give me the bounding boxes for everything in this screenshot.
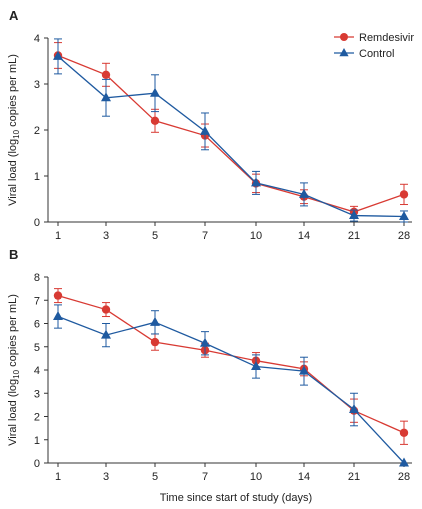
data-point bbox=[251, 177, 261, 187]
data-point bbox=[200, 125, 210, 135]
y-axis-title-part: Viral load (log bbox=[7, 379, 19, 446]
series-control bbox=[53, 304, 409, 467]
legend-marker bbox=[340, 33, 348, 41]
data-point bbox=[150, 316, 160, 326]
series-line bbox=[57, 315, 405, 464]
y-tick-label: 4 bbox=[34, 33, 40, 45]
data-point bbox=[53, 50, 63, 60]
y-tick-label: 4 bbox=[34, 365, 40, 377]
data-point bbox=[349, 404, 359, 414]
legend: Remdesivir Control bbox=[334, 32, 414, 60]
x-tick-label: 10 bbox=[250, 471, 262, 483]
legend-item: Control bbox=[334, 48, 394, 60]
y-axis-title-subscript: 10 bbox=[12, 369, 21, 378]
x-tick-label: 28 bbox=[398, 471, 410, 483]
y-tick-label: 0 bbox=[34, 217, 40, 229]
x-tick-label: 21 bbox=[348, 471, 360, 483]
x-axis-title: Time since start of study (days) bbox=[160, 492, 312, 504]
series-line bbox=[57, 54, 405, 213]
y-axis-title-part: copies per mL) bbox=[7, 54, 19, 130]
data-point bbox=[101, 92, 111, 102]
data-point bbox=[399, 210, 409, 220]
series-control bbox=[53, 38, 409, 223]
data-point bbox=[150, 337, 160, 347]
legend-item: Remdesivir bbox=[334, 32, 414, 44]
y-tick-label: 0 bbox=[34, 458, 40, 470]
x-tick-label: 14 bbox=[298, 230, 310, 242]
y-axis-title-part: copies per mL) bbox=[7, 294, 19, 370]
y-axis-title: Viral load (log10 copies per mL) bbox=[7, 294, 21, 446]
data-point bbox=[53, 311, 63, 321]
data-point bbox=[150, 87, 160, 97]
y-tick-label: 3 bbox=[34, 388, 40, 400]
x-tick-label: 1 bbox=[55, 230, 61, 242]
y-tick-label: 5 bbox=[34, 342, 40, 354]
x-tick-label: 28 bbox=[398, 230, 410, 242]
y-tick-label: 1 bbox=[34, 171, 40, 183]
series-remdesivir bbox=[53, 42, 409, 218]
y-tick-label: 2 bbox=[34, 125, 40, 137]
data-point bbox=[101, 305, 111, 314]
y-tick-label: 8 bbox=[34, 272, 40, 284]
x-tick-label: 3 bbox=[103, 230, 109, 242]
x-tick-label: 7 bbox=[202, 471, 208, 483]
data-point bbox=[299, 365, 309, 375]
x-tick-label: 1 bbox=[55, 471, 61, 483]
series-line bbox=[57, 55, 405, 218]
x-tick-label: 5 bbox=[152, 471, 158, 483]
data-point bbox=[399, 457, 409, 467]
data-point bbox=[349, 210, 359, 220]
x-tick-label: 10 bbox=[250, 230, 262, 242]
x-tick-label: 21 bbox=[348, 230, 360, 242]
panel-label: B bbox=[9, 247, 18, 262]
y-tick-label: 3 bbox=[34, 79, 40, 91]
y-axis-title-subscript: 10 bbox=[12, 129, 21, 138]
y-tick-label: 7 bbox=[34, 295, 40, 307]
y-tick-label: 2 bbox=[34, 412, 40, 424]
panel-b: B 0 1 2 3 4 5 6 7 8 1 3 5 7 10 14 21 28 Viral load (log10 … bbox=[7, 247, 412, 504]
y-tick-label: 1 bbox=[34, 435, 40, 447]
panel-label: A bbox=[9, 8, 19, 23]
data-point bbox=[399, 190, 409, 199]
series-remdesivir bbox=[53, 288, 409, 445]
data-point bbox=[299, 188, 309, 198]
data-point bbox=[101, 329, 111, 339]
y-tick-label: 6 bbox=[34, 319, 40, 331]
data-point bbox=[101, 70, 111, 80]
data-point bbox=[200, 337, 210, 347]
legend-label: Control bbox=[359, 48, 394, 60]
data-point bbox=[150, 116, 160, 126]
y-axis-title-part: Viral load (log bbox=[7, 139, 19, 206]
data-point bbox=[251, 361, 261, 371]
x-tick-label: 5 bbox=[152, 230, 158, 242]
x-tick-label: 3 bbox=[103, 471, 109, 483]
x-tick-label: 7 bbox=[202, 230, 208, 242]
x-tick-label: 14 bbox=[298, 471, 310, 483]
data-point bbox=[399, 428, 409, 437]
y-axis-title: Viral load (log10 copies per mL) bbox=[7, 54, 21, 206]
data-point bbox=[53, 291, 63, 300]
legend-marker bbox=[339, 48, 349, 57]
legend-label: Remdesivir bbox=[359, 32, 414, 44]
